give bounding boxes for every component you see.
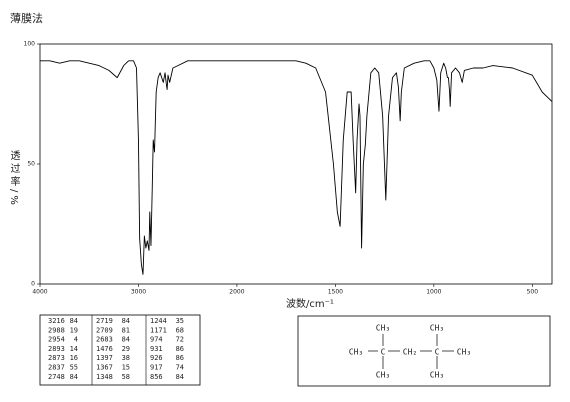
peak-cell: 1348 — [96, 373, 113, 381]
peak-cell: 2893 — [48, 345, 65, 353]
peak-cell: 84 — [122, 336, 130, 344]
peak-cell: 29 — [122, 345, 130, 353]
peak-cell: 84 — [176, 373, 184, 381]
peak-cell: 2954 — [48, 336, 65, 344]
x-tick-label: 4000 — [32, 289, 47, 296]
peak-cell: 2837 — [48, 364, 65, 372]
peak-cell: 16 — [70, 354, 78, 362]
peak-cell: 2709 — [96, 326, 113, 334]
chem-group: CH₃ — [457, 348, 471, 357]
x-axis-label: 波数/cm⁻¹ — [286, 297, 334, 310]
peak-cell: 856 — [150, 373, 163, 381]
chem-group: CH₃ — [430, 324, 444, 333]
peak-cell: 74 — [176, 364, 184, 372]
peak-cell: 2873 — [48, 354, 65, 362]
peak-cell: 2719 — [96, 317, 113, 325]
chem-group: C — [381, 348, 386, 357]
x-tick-label: 2000 — [229, 289, 244, 296]
bonds — [368, 334, 454, 369]
y-tick-label: 50 — [27, 161, 35, 168]
peak-cell: 1244 — [150, 317, 167, 325]
plot-frame — [39, 43, 553, 285]
peak-cell: 84 — [70, 317, 78, 325]
peak-cell: 35 — [176, 317, 184, 325]
peak-cell: 15 — [122, 364, 130, 372]
peak-cell: 1476 — [96, 345, 113, 353]
chart-title: 薄膜法 — [10, 11, 43, 25]
peak-cell: 931 — [150, 345, 163, 353]
peak-cell: 72 — [176, 336, 184, 344]
peak-cell: 974 — [150, 336, 163, 344]
peak-cell: 1171 — [150, 326, 167, 334]
peak-cell: 917 — [150, 364, 163, 372]
peak-cell: 1367 — [96, 364, 113, 372]
x-tick-label: 1500 — [328, 289, 343, 296]
peak-cell: 38 — [122, 354, 130, 362]
peak-cell: 58 — [122, 373, 130, 381]
chem-group: CH₂ — [403, 348, 417, 357]
peak-cell: 86 — [176, 345, 184, 353]
peak-cell: 3216 — [48, 317, 65, 325]
chem-group: CH₃ — [430, 371, 444, 380]
peak-cell: 84 — [122, 317, 130, 325]
structure-frame — [297, 315, 551, 387]
peak-cell: 1397 — [96, 354, 113, 362]
y-tick-label: 100 — [24, 41, 36, 48]
spectrum-line — [40, 60, 553, 275]
x-tick-label: 3000 — [131, 289, 146, 296]
peak-cell: 19 — [70, 326, 78, 334]
peak-table: 3216 84 2719 84 1244 35 2988 19 2709 81 1171 68 2954… — [48, 317, 184, 381]
chem-group: CH₃ — [349, 348, 363, 357]
peak-cell: 55 — [70, 364, 78, 372]
peak-cell: 86 — [176, 354, 184, 362]
chem-group: CH₃ — [376, 371, 390, 380]
y-axis-label: 透过率/% — [8, 150, 20, 208]
peak-cell: 4 — [74, 336, 78, 344]
x-tick-label: 1000 — [426, 289, 441, 296]
peak-cell: 14 — [70, 345, 78, 353]
y-tick-label: 0 — [31, 281, 35, 288]
peak-cell: 81 — [122, 326, 130, 334]
peak-cell: 68 — [176, 326, 184, 334]
peak-cell: 2748 — [48, 373, 65, 381]
chem-group: CH₃ — [376, 324, 390, 333]
chem-group: C — [435, 348, 440, 357]
peak-cell: 84 — [70, 373, 78, 381]
x-tick-label: 500 — [527, 289, 539, 296]
peak-cell: 2988 — [48, 326, 65, 334]
peak-table-frame — [39, 314, 201, 386]
peak-cell: 2683 — [96, 336, 113, 344]
peak-cell: 926 — [150, 354, 163, 362]
